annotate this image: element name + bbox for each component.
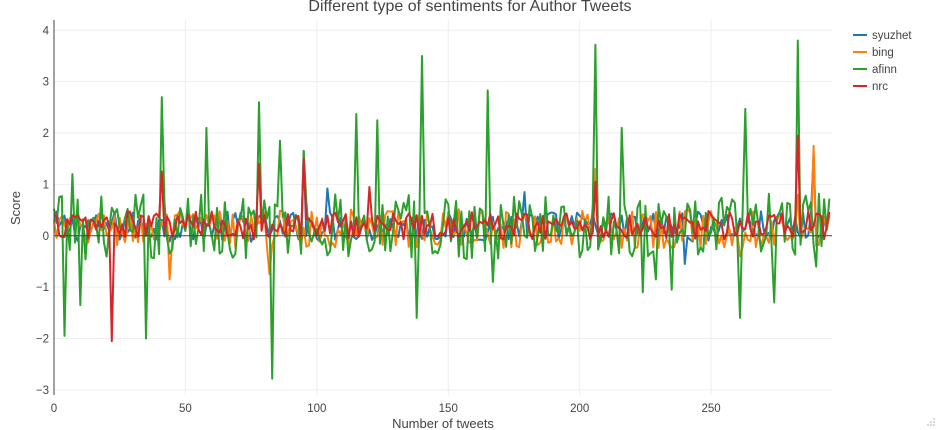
legend-label: nrc	[872, 81, 888, 93]
gridlines	[53, 20, 832, 395]
legend-label: syuzhet	[872, 30, 912, 42]
x-tick-label: 200	[570, 403, 589, 415]
legend-item-afinn[interactable]: afinn	[853, 64, 897, 76]
resize-handle-icon[interactable]	[926, 417, 936, 427]
legend-item-nrc[interactable]: nrc	[853, 81, 888, 93]
series-line-nrc[interactable]	[53, 134, 831, 343]
tick-labels: −3 −2 −1 0 1 2 3 4 0 50 100 150 200 250	[36, 25, 721, 415]
x-tick-label: 150	[439, 403, 458, 415]
y-tick-label: −3	[36, 385, 49, 397]
y-tick-label: −2	[36, 333, 49, 345]
series-lines[interactable]	[53, 39, 831, 380]
x-tick-label: 50	[179, 403, 192, 415]
legend-label: afinn	[872, 64, 897, 76]
series-line-syuzhet[interactable]	[53, 150, 831, 265]
y-tick-label: 0	[43, 231, 49, 243]
series-line-afinn[interactable]	[53, 39, 831, 380]
legend-label: bing	[872, 47, 894, 59]
x-axis-title: Number of tweets	[392, 416, 494, 430]
x-tick-label: 250	[702, 403, 721, 415]
x-tick-label: 0	[51, 403, 57, 415]
axes	[53, 20, 832, 395]
series-line-bing[interactable]	[53, 144, 831, 281]
y-tick-label: 4	[43, 25, 50, 37]
x-tick-label: 100	[307, 403, 326, 415]
legend[interactable]: syuzhet bing afinn nrc	[853, 30, 912, 93]
chart-title: Different type of sentiments for Author …	[308, 0, 631, 15]
y-axis-title: Score	[8, 191, 23, 225]
y-tick-label: −1	[36, 282, 49, 294]
legend-item-syuzhet[interactable]: syuzhet	[853, 30, 912, 42]
legend-item-bing[interactable]: bing	[853, 47, 894, 59]
y-tick-label: 2	[43, 128, 49, 140]
y-tick-label: 3	[43, 77, 49, 89]
y-tick-label: 1	[43, 179, 49, 191]
